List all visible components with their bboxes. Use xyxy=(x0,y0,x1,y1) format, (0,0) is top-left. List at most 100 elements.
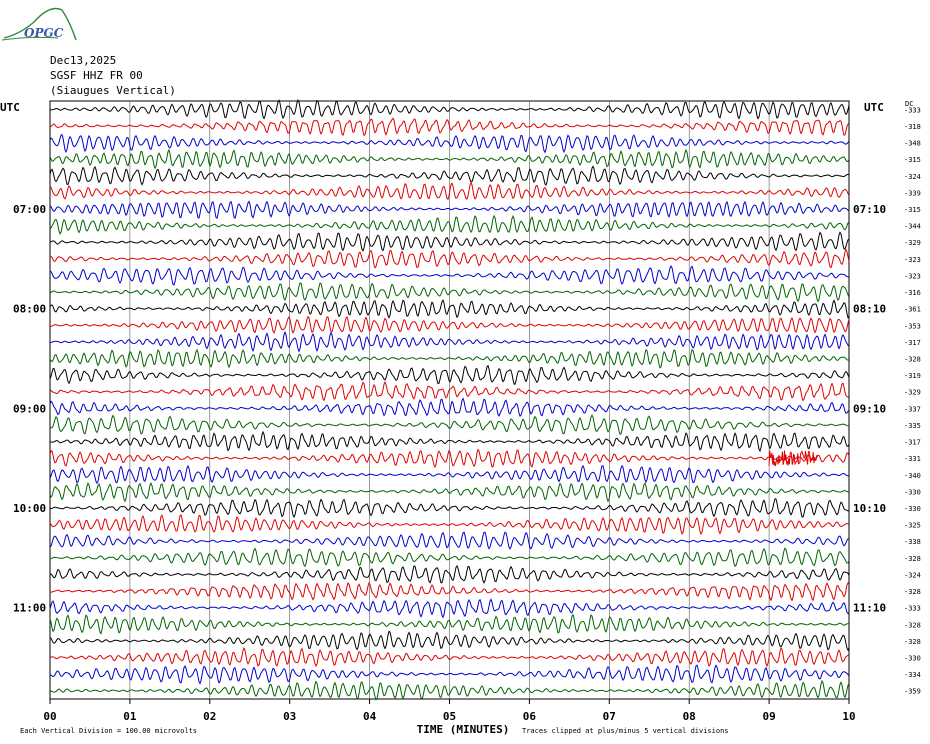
dc-offset-label: -317 xyxy=(904,339,921,347)
dc-offset-label: -344 xyxy=(904,223,921,231)
trace-line xyxy=(49,646,850,668)
trace-line xyxy=(49,181,850,201)
trace-line xyxy=(49,598,850,619)
x-tick-label: 02 xyxy=(203,710,216,723)
footer-right-note: Traces clipped at plus/minus 5 vertical … xyxy=(522,727,729,735)
header-date: Dec13,2025 xyxy=(50,54,117,67)
dc-offset-label: -330 xyxy=(904,488,921,496)
logo-swoosh-icon xyxy=(1,7,77,41)
right-time-label: 10:10 xyxy=(853,502,886,515)
dc-offset-label: -316 xyxy=(904,289,921,297)
trace-line xyxy=(50,98,850,120)
dc-offset-label: -337 xyxy=(904,405,921,413)
dc-offset-label: -348 xyxy=(904,140,921,148)
trace-line xyxy=(49,581,850,602)
dc-offset-label: -330 xyxy=(904,505,921,513)
dc-offset-label: -315 xyxy=(904,206,921,214)
right-time-label: 11:10 xyxy=(853,602,886,615)
trace-line xyxy=(49,380,850,402)
dc-offset-label: -328 xyxy=(904,555,921,563)
x-tick-label: 07 xyxy=(603,710,616,723)
left-time-label: 09:00 xyxy=(13,402,46,415)
trace-line xyxy=(49,165,850,186)
trace-line xyxy=(49,200,850,220)
trace-line xyxy=(49,430,850,453)
dc-offset-label: -335 xyxy=(904,422,921,430)
trace-line xyxy=(49,531,850,550)
dc-offset-label: -328 xyxy=(904,355,921,363)
trace-line xyxy=(49,482,849,503)
x-tick-label: 04 xyxy=(363,710,377,723)
trace-line xyxy=(49,348,850,369)
dc-offset-label: -323 xyxy=(904,272,921,280)
x-axis-title: TIME (MINUTES) xyxy=(417,723,510,736)
trace-line xyxy=(49,330,850,353)
left-time-label: 08:00 xyxy=(13,303,46,316)
dc-offset-label: -317 xyxy=(904,439,921,447)
left-time-label: 10:00 xyxy=(13,502,46,515)
right-time-label: 08:10 xyxy=(853,303,886,316)
trace-line xyxy=(49,498,850,519)
footer-left-note: Each Vertical Division = 100.00 microvol… xyxy=(20,727,197,735)
dc-offset-label: -319 xyxy=(904,372,921,380)
trace-line xyxy=(49,265,850,286)
dc-column-title: DC xyxy=(905,100,913,108)
dc-offset-label: -338 xyxy=(904,538,921,546)
trace-line xyxy=(49,613,850,635)
trace-line xyxy=(49,448,850,469)
dc-offset-label: -328 xyxy=(904,638,921,646)
trace-line xyxy=(49,414,850,435)
trace-line xyxy=(49,248,850,269)
trace-line xyxy=(49,514,850,536)
dc-offset-label: -333 xyxy=(904,605,921,613)
x-tick-label: 03 xyxy=(283,710,296,723)
dc-offset-label: -353 xyxy=(904,322,921,330)
left-time-label: 07:00 xyxy=(13,203,46,216)
x-tick-label: 05 xyxy=(443,710,456,723)
dc-offset-label: -324 xyxy=(904,571,921,579)
logo-text: OPGC xyxy=(24,26,64,40)
trace-line xyxy=(49,664,850,685)
dc-offset-label: -340 xyxy=(904,472,921,480)
trace-line xyxy=(49,464,850,485)
dc-offset-label: -318 xyxy=(904,123,921,131)
dc-offset-label: -323 xyxy=(904,256,921,264)
x-tick-label: 00 xyxy=(43,710,56,723)
trace-line xyxy=(49,315,850,334)
header-location: (Siaugues Vertical) xyxy=(50,84,176,97)
dc-offset-label: -330 xyxy=(904,654,921,662)
left-time-label: 11:00 xyxy=(13,602,46,615)
trace-line xyxy=(49,231,850,252)
trace-line xyxy=(49,679,850,701)
dc-offset-label: -359 xyxy=(904,688,921,696)
right-time-label: 09:10 xyxy=(853,402,886,415)
dc-offset-label: -325 xyxy=(904,522,921,530)
header-station: SGSF HHZ FR 00 xyxy=(50,69,143,82)
trace-line xyxy=(49,299,850,319)
x-tick-label: 01 xyxy=(123,710,137,723)
dc-offset-label: -328 xyxy=(904,588,921,596)
dc-offset-label: -328 xyxy=(904,621,921,629)
trace-line xyxy=(49,282,850,303)
x-tick-label: 08 xyxy=(683,710,696,723)
dc-offset-label: -329 xyxy=(904,389,921,397)
right-time-label: 07:10 xyxy=(853,203,886,216)
dc-offset-label: -315 xyxy=(904,156,921,164)
left-axis-title: UTC xyxy=(0,101,20,114)
x-tick-label: 09 xyxy=(762,710,775,723)
trace-line xyxy=(49,148,850,170)
trace-line xyxy=(49,214,850,235)
dc-offset-label: -324 xyxy=(904,173,921,181)
trace-line xyxy=(49,364,850,385)
x-tick-label: 06 xyxy=(523,710,537,723)
dc-offset-label: -339 xyxy=(904,189,921,197)
opgc-logo: OPGC xyxy=(0,0,80,48)
trace-line xyxy=(49,397,850,417)
trace-line xyxy=(49,630,850,652)
dc-offset-label: -361 xyxy=(904,306,921,314)
trace-line xyxy=(50,547,850,568)
dc-offset-label: -333 xyxy=(904,106,921,114)
trace-line xyxy=(49,117,850,137)
trace-line xyxy=(49,564,850,584)
